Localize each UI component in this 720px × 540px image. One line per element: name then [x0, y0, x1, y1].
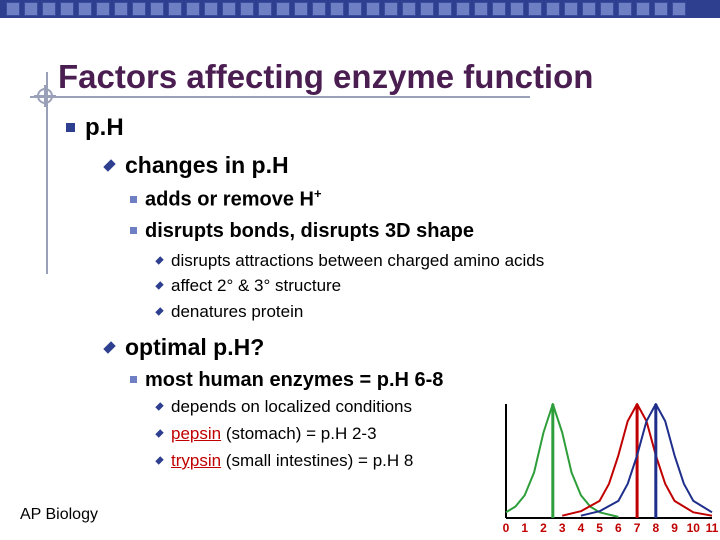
x-tick-label-11: 11: [706, 521, 719, 535]
square-bullet-icon: [130, 227, 137, 234]
x-tick-label-5: 5: [596, 521, 603, 535]
square-bullet-icon: [66, 123, 75, 132]
ph-activity-chart: 0 1 2 3 4 5 6 7 8 9 10 11: [503, 403, 719, 535]
diamond-bullet-icon: [103, 341, 116, 354]
bullet-disrupts-bonds: disrupts bonds, disrupts 3D shape: [130, 220, 474, 243]
bullet-pepsin: pepsin (stomach) = p.H 2-3: [155, 424, 377, 444]
x-tick-label-9: 9: [671, 521, 678, 535]
trypsin-link[interactable]: trypsin: [171, 451, 222, 470]
x-tick-label-7: 7: [634, 521, 641, 535]
bullet-optimal: optimal p.H?: [103, 334, 264, 361]
diamond-bullet-icon: [155, 402, 164, 411]
x-tick-label-10: 10: [687, 521, 701, 535]
square-bullet-icon: [130, 195, 137, 203]
bullet-adds: adds or remove H+: [130, 186, 322, 212]
diamond-bullet-icon: [155, 256, 164, 265]
bullet-most-human: most human enzymes = p.H 6-8: [130, 369, 443, 392]
x-tick-label-4: 4: [578, 521, 585, 535]
diamond-bullet-icon: [155, 456, 164, 465]
footer-label: AP Biology: [20, 506, 98, 523]
bullet-ph: p.H: [66, 114, 124, 142]
activity-curve-0: [505, 403, 619, 518]
pepsin-link[interactable]: pepsin: [171, 424, 222, 443]
x-tick-label-0: 0: [503, 521, 510, 535]
bullet-changes: changes in p.H: [103, 152, 289, 179]
x-tick-label-3: 3: [559, 521, 566, 535]
diamond-bullet-icon: [155, 307, 164, 316]
diamond-bullet-icon: [155, 429, 164, 438]
top-band: [0, 0, 720, 18]
bullet-trypsin: trypsin (small intestines) = p.H 8: [155, 451, 413, 471]
activity-curve-2: [580, 403, 713, 517]
decorative-squares: [6, 2, 686, 16]
slide-title: Factors affecting enzyme function: [58, 58, 594, 95]
x-tick-label-1: 1: [521, 521, 528, 535]
bullet-disrupts-attractions: disrupts attractions between charged ami…: [155, 251, 544, 271]
bullet-depends: depends on localized conditions: [155, 397, 412, 417]
bullet-affect-structure: affect 2° & 3° structure: [155, 276, 341, 296]
x-tick-label-2: 2: [540, 521, 547, 535]
x-tick-label-8: 8: [652, 521, 659, 535]
diamond-bullet-icon: [155, 281, 164, 290]
title-underline: [30, 96, 530, 98]
crosshair-icon: [34, 85, 56, 107]
vertical-rule: [46, 72, 48, 274]
x-tick-label-6: 6: [615, 521, 622, 535]
square-bullet-icon: [130, 376, 137, 383]
diamond-bullet-icon: [103, 159, 116, 172]
bullet-denatures: denatures protein: [155, 302, 303, 322]
